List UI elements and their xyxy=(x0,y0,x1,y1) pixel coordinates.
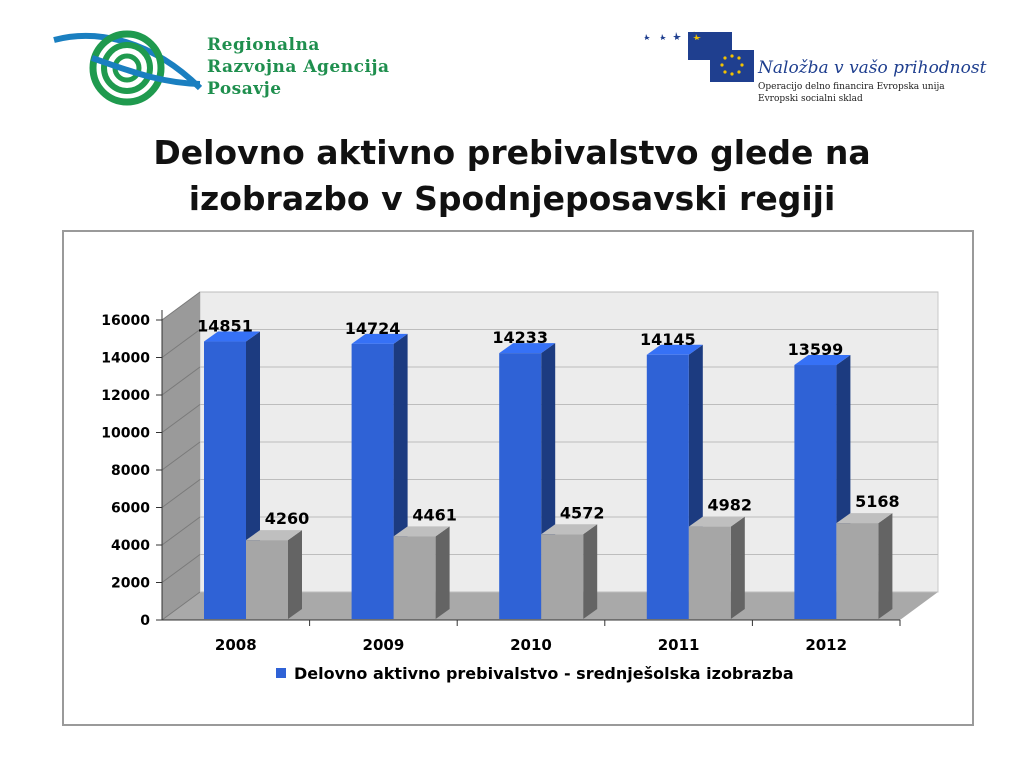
gridline-side xyxy=(161,516,201,546)
bar-front xyxy=(794,365,837,619)
bar-top xyxy=(204,331,260,342)
bar-top xyxy=(646,344,703,355)
gridline-side xyxy=(161,291,201,321)
bar-s2-2008 xyxy=(246,530,302,619)
slide-title: Delovno aktivno prebivalstvo glede na iz… xyxy=(0,130,1024,222)
title-line-1: Delovno aktivno prebivalstvo glede na xyxy=(153,133,871,172)
bar-top xyxy=(351,333,408,344)
y-tick-label: 6000 xyxy=(111,501,150,517)
bar-front xyxy=(646,354,689,619)
bar-front xyxy=(393,536,436,619)
bar-top xyxy=(836,513,893,524)
bar-side xyxy=(878,513,893,619)
gridline-side xyxy=(161,366,201,396)
bar-front xyxy=(499,353,542,619)
bar-s2-2011 xyxy=(688,516,745,619)
gridline-side xyxy=(161,329,201,358)
gridline-side xyxy=(161,404,201,433)
data-label: 5168 xyxy=(855,492,900,511)
bar-side xyxy=(435,526,450,619)
y-tick-label: 4000 xyxy=(111,538,150,554)
data-label: 4572 xyxy=(560,503,605,522)
logo-line-2: Razvojna Agencija xyxy=(207,57,390,77)
data-label: 4982 xyxy=(708,496,753,515)
bar-side xyxy=(730,516,745,619)
y-tick-label: 14000 xyxy=(101,351,150,367)
y-tick-label: 8000 xyxy=(111,463,150,479)
bar-front xyxy=(836,523,879,619)
data-label: 14851 xyxy=(197,317,253,336)
y-tick-label: 2000 xyxy=(111,576,150,592)
y-tick-label: 12000 xyxy=(101,388,150,404)
bar-chart: 0 2000 4000 6000 8000 10000 12000 14000 16000 148… xyxy=(101,291,939,683)
rra-posavje-logo: Regionalna Razvojna Agencija Posavje xyxy=(52,28,392,108)
x-tick-label: 2011 xyxy=(658,636,700,654)
eu-slogan: Naložba v vašo prihodnost xyxy=(758,58,987,78)
legend-label: Delovno aktivno prebivalstvo - srednješo… xyxy=(294,664,794,683)
title-line-2: izobrazbo v Spodnjeposavski regiji xyxy=(188,179,836,218)
bar-top xyxy=(541,524,598,535)
y-tick-label: 16000 xyxy=(101,313,150,329)
bar-s2-2009 xyxy=(393,526,450,619)
data-label: 14233 xyxy=(492,328,548,347)
x-tick-label: 2010 xyxy=(510,636,552,654)
gridline-side xyxy=(161,591,201,621)
bar-front xyxy=(541,534,584,619)
bar-side xyxy=(288,530,302,619)
eu-esf-logo: Naložba v vašo prihodnost Operacijo deln… xyxy=(640,28,986,108)
eu-flag-icon xyxy=(644,31,754,82)
bar-top xyxy=(393,526,450,537)
y-tick-label: 10000 xyxy=(101,426,150,442)
bar-top xyxy=(246,530,302,541)
x-tick-label: 2012 xyxy=(805,636,847,654)
eu-line-2: Operacijo delno financira Evropska unija xyxy=(758,82,945,92)
bar-front xyxy=(688,526,731,619)
rra-swirl-icon xyxy=(53,30,202,106)
data-label: 14145 xyxy=(640,330,696,349)
x-tick-label: 2009 xyxy=(363,636,405,654)
y-tick-label: 0 xyxy=(140,613,150,629)
bar-s2-2012 xyxy=(836,513,893,619)
gridline-side xyxy=(161,441,201,471)
bar-top xyxy=(688,516,745,527)
data-label: 4260 xyxy=(265,509,310,528)
bar-front xyxy=(246,540,288,619)
x-tick-label: 2008 xyxy=(215,636,257,654)
legend-swatch xyxy=(276,668,286,678)
data-label: 4461 xyxy=(412,505,457,524)
bar-top xyxy=(794,355,851,366)
bar-top xyxy=(499,343,556,354)
bar-side xyxy=(583,524,598,619)
eu-line-3: Evropski socialni sklad xyxy=(758,94,863,104)
logo-line-3: Posavje xyxy=(207,79,282,99)
bar-s2-2010 xyxy=(541,524,598,619)
bar-front xyxy=(204,341,246,619)
gridline-side xyxy=(161,554,201,583)
gridline-side xyxy=(161,479,201,508)
bar-front xyxy=(351,343,394,619)
data-label: 13599 xyxy=(788,340,844,359)
data-label: 14724 xyxy=(345,319,401,338)
logo-line-1: Regionalna xyxy=(207,35,320,55)
